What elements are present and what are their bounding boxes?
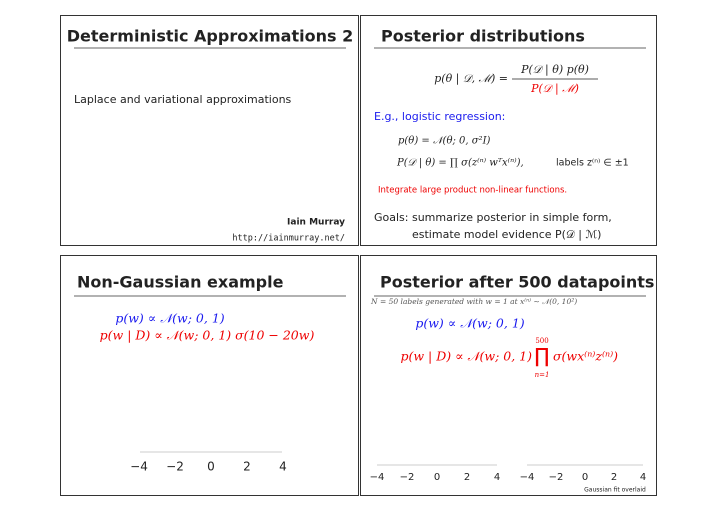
x-tick-label: 2	[243, 460, 251, 474]
x-tick-label: 0	[434, 472, 440, 483]
goals: Goals: summarize posterior in simple for…	[374, 211, 612, 224]
goals: estimate model evidence P(𝒟 | ℳ)	[412, 228, 601, 241]
author: Iain Murray	[287, 218, 345, 228]
x-tick-label: 0	[207, 460, 215, 474]
slide-title: Non-Gaussian example	[77, 273, 284, 292]
equation-note: labels z⁽ⁿ⁾ ∈ ±1	[556, 158, 629, 169]
slide-frame	[60, 15, 359, 246]
slide-frame	[360, 255, 657, 496]
product-limit: 500	[535, 337, 548, 345]
equation: p(w) ∝ 𝒩(w; 0, 1)	[115, 311, 224, 326]
equation: P(𝒟 | θ) = ∏ σ(z⁽ⁿ⁾ wᵀx⁽ⁿ⁾),	[396, 158, 524, 169]
x-tick-label: −2	[166, 460, 184, 474]
footnote: Gaussian fit overlaid	[584, 487, 646, 494]
x-tick-label: −4	[370, 472, 385, 483]
equation: P(𝒟 | ℳ)	[530, 82, 579, 96]
slide-frame	[60, 255, 359, 496]
equation: p(θ | 𝒟, ℳ) =	[434, 72, 508, 86]
x-tick-label: 4	[640, 472, 646, 483]
x-tick-label: 4	[494, 472, 500, 483]
slide-title: Posterior after 500 datapoints	[380, 273, 654, 292]
equation: P(𝒟 | θ) p(θ)	[520, 63, 589, 77]
x-tick-label: 4	[279, 460, 287, 474]
product-symbol: ∏	[534, 344, 549, 368]
example-heading: E.g., logistic regression:	[374, 110, 505, 123]
slide-title: Posterior distributions	[381, 27, 585, 46]
equation: p(w | D) ∝ 𝒩(w; 0, 1)	[400, 349, 532, 364]
x-tick-label: −2	[400, 472, 415, 483]
caption: N = 50 labels generated with w = 1 at x⁽…	[370, 297, 577, 306]
x-tick-label: −2	[549, 472, 564, 483]
slide-body: Laplace and variational approximations	[74, 93, 292, 106]
x-tick-label: 2	[611, 472, 617, 483]
note: Integrate large product non-linear funct…	[378, 186, 567, 196]
x-tick-label: 2	[464, 472, 470, 483]
equation: p(θ) = 𝒩(θ; 0, σ²I)	[398, 136, 491, 147]
slide-frame	[360, 15, 657, 246]
x-tick-label: −4	[520, 472, 535, 483]
url: http://iainmurray.net/	[232, 234, 345, 244]
x-tick-label: −4	[130, 460, 148, 474]
equation: p(w | D) ∝ 𝒩(w; 0, 1) σ(10 − 20w)	[100, 328, 315, 343]
product-limit: n=1	[535, 371, 550, 379]
x-tick-label: 0	[582, 472, 588, 483]
equation: p(w) ∝ 𝒩(w; 0, 1)	[415, 316, 524, 331]
slide-title: Deterministic Approximations 2	[67, 27, 353, 46]
equation: σ(wx⁽ⁿ⁾z⁽ⁿ⁾)	[553, 349, 618, 364]
